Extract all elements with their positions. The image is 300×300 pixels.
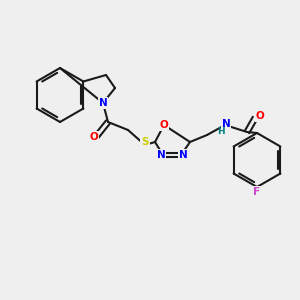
Text: S: S bbox=[141, 137, 149, 147]
Text: O: O bbox=[90, 132, 98, 142]
Text: H: H bbox=[217, 128, 225, 136]
Text: O: O bbox=[160, 120, 168, 130]
Text: F: F bbox=[254, 187, 261, 197]
Text: N: N bbox=[178, 150, 188, 160]
Text: N: N bbox=[99, 98, 107, 108]
Text: N: N bbox=[222, 119, 230, 129]
Text: N: N bbox=[157, 150, 165, 160]
Text: O: O bbox=[256, 111, 264, 121]
